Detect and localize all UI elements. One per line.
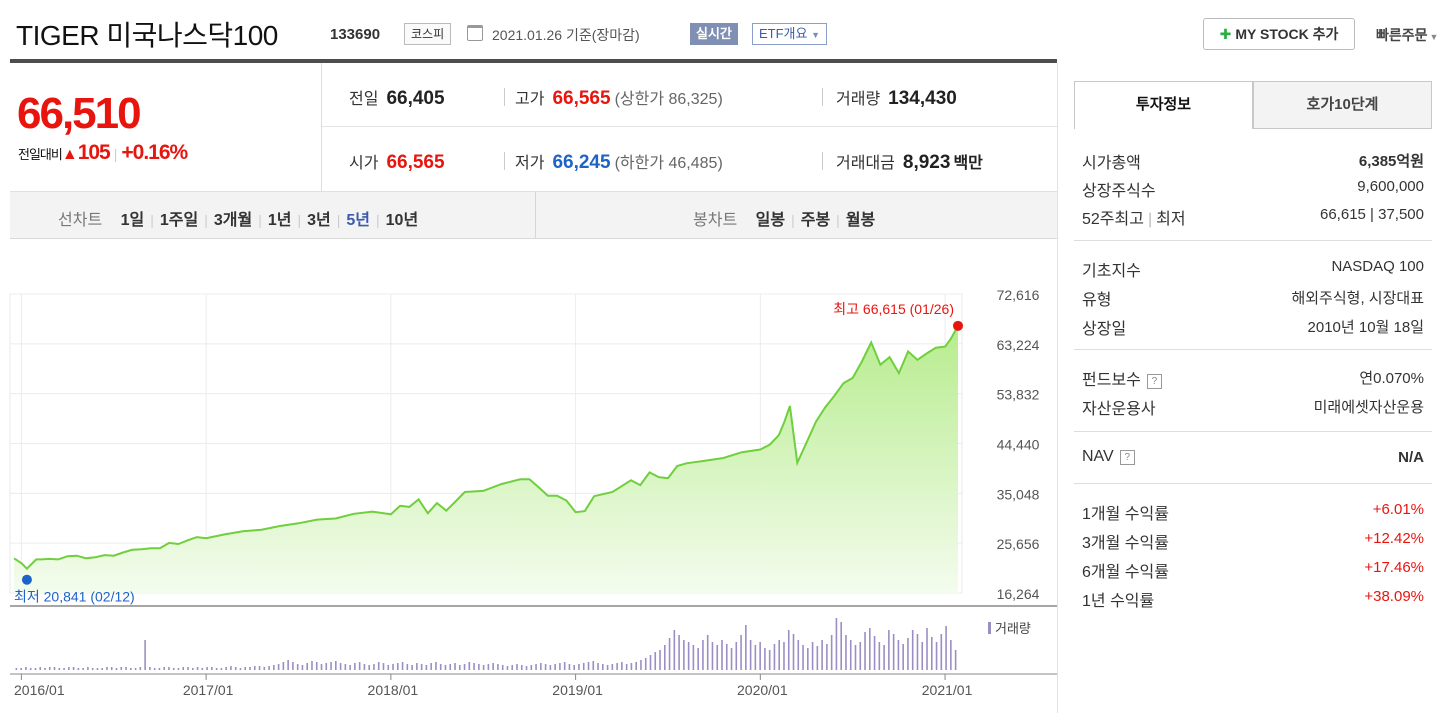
return-row: 1개월 수익률 +6.01%	[1082, 501, 1424, 523]
my-stock-label: MY STOCK 추가	[1235, 26, 1339, 42]
market-info-section: 시가총액 6,385억원 상장주식수 9,600,000 52주최고 | 최저 66,61…	[1074, 141, 1432, 233]
market-badge: 코스피	[404, 23, 452, 45]
fee-section: 펀드보수? 연0.070% 자산운용사 미래에셋자산운용	[1074, 349, 1432, 429]
chevron-down-icon: ▼	[811, 30, 821, 40]
my-stock-add-button[interactable]: ✚ MY STOCK 추가	[1203, 18, 1355, 50]
y-tick-label: 72,616	[997, 287, 1040, 303]
listed-date-row: 상장일 2010년 10월 18일	[1082, 319, 1424, 338]
return-row: 6개월 수익률 +17.46%	[1082, 559, 1424, 581]
change-percent: +0.16%	[121, 141, 188, 164]
candle-period-2[interactable]: 월봉	[845, 212, 876, 229]
price-chart[interactable]: 72,616 63,224 53,832 44,440 35,048 25,656 16,2…	[0, 240, 1057, 713]
period-6[interactable]: 10년	[385, 212, 419, 229]
period-3[interactable]: 1년	[267, 212, 292, 229]
right-panel: 투자정보 호가10단계 시가총액 6,385억원 상장주식수 9,600,000 5…	[1057, 63, 1447, 713]
price-chart-svg: 72,616 63,224 53,832 44,440 35,048 25,656 16,2…	[9, 287, 1057, 698]
low-price: 저가 66,245 (하한가 46,485)	[515, 152, 723, 173]
manager-row: 자산운용사 미래에셋자산운용	[1082, 399, 1424, 418]
help-icon[interactable]: ?	[1146, 374, 1162, 389]
y-tick-label: 63,224	[997, 337, 1040, 353]
y-tick-label: 44,440	[997, 437, 1040, 453]
index-row: 기초지수 NASDAQ 100	[1082, 258, 1424, 280]
y-tick-label: 35,048	[997, 486, 1040, 502]
x-tick-label: 2016/01	[14, 682, 65, 698]
stock-code: 133690	[330, 26, 381, 43]
candle-period-0[interactable]: 일봉	[755, 212, 786, 229]
quick-order-label: 빠른주문	[1376, 27, 1428, 43]
max-annotation: 최고 66,615 (01/26)	[833, 301, 954, 317]
up-triangle-icon: ▲	[61, 146, 78, 163]
price-box: 66,510 전일대비▲105 | +0.16%	[10, 63, 322, 191]
period-5[interactable]: 5년	[346, 212, 371, 229]
nav-row: NAV? N/A	[1082, 448, 1424, 466]
plus-icon: ✚	[1219, 26, 1232, 42]
x-tick-label: 2020/01	[737, 682, 788, 698]
candle-period-1[interactable]: 주봉	[800, 212, 831, 229]
change-label: 전일대비	[18, 147, 63, 162]
period-0[interactable]: 1일	[120, 212, 145, 229]
volume-legend: 거래량	[995, 621, 1031, 636]
x-tick-label: 2019/01	[552, 682, 603, 698]
prev-close: 전일 66,405	[349, 88, 445, 109]
x-tick-label: 2021/01	[922, 682, 973, 698]
candle-chart-periods: 봉차트 일봉 | 주봉 | 월봉	[693, 212, 876, 229]
line-chart-periods: 선차트 1일 | 1주일 | 3개월 | 1년 | 3년 | 5년 | 10년	[58, 212, 419, 229]
shares-row: 상장주식수 9,600,000	[1082, 178, 1424, 200]
volume: 거래량 134,430	[836, 88, 957, 109]
price-line	[13, 325, 959, 571]
realtime-button[interactable]: 실시간	[690, 23, 738, 45]
trade-value: 거래대금 8,923 백만	[836, 152, 983, 173]
calendar-icon	[467, 25, 483, 41]
candle-chart-label: 봉차트	[693, 212, 738, 229]
x-tick-label: 2017/01	[183, 682, 234, 698]
min-annotation: 최저 20,841 (02/12)	[14, 589, 135, 605]
high-price: 고가 66,565 (상한가 86,325)	[515, 88, 723, 109]
etf-overview-label: ETF개요	[759, 26, 808, 41]
info-tabs: 투자정보 호가10단계	[1074, 81, 1432, 129]
tab-order-book[interactable]: 호가10단계	[1253, 81, 1432, 129]
type-row: 유형 해외주식형, 시장대표	[1082, 290, 1424, 309]
fee-row: 펀드보수? 연0.070%	[1082, 370, 1424, 389]
stock-title: TIGER 미국나스닥100	[16, 20, 278, 51]
x-tick-label: 2018/01	[368, 682, 419, 698]
max-point	[953, 320, 963, 331]
open-price: 시가 66,565	[349, 152, 445, 173]
returns-section: 1개월 수익률 +6.01% 3개월 수익률 +12.42% 6개월 수익률 +17.46…	[1074, 483, 1432, 613]
current-price: 66,510	[17, 89, 142, 138]
market-cap-row: 시가총액 6,385억원	[1082, 153, 1424, 172]
period-2[interactable]: 3개월	[213, 212, 253, 229]
page-header: TIGER 미국나스닥100 133690 코스피 2021.01.26 기준(…	[0, 0, 1447, 62]
price-change: 전일대비▲105 | +0.16%	[18, 141, 188, 164]
divider	[10, 59, 1057, 63]
volume-legend-swatch	[988, 622, 991, 634]
nav-section: NAV? N/A	[1074, 431, 1432, 483]
y-tick-label: 53,832	[997, 387, 1040, 403]
price-area	[14, 325, 958, 593]
52week-row: 52주최고 | 최저 66,615 | 37,500	[1082, 206, 1424, 228]
line-chart-label: 선차트	[58, 212, 103, 229]
y-tick-label: 25,656	[997, 536, 1040, 552]
etf-overview-dropdown[interactable]: ETF개요 ▼	[752, 23, 828, 45]
min-point	[21, 574, 32, 585]
tab-investment-info[interactable]: 투자정보	[1074, 81, 1253, 129]
fund-info-section: 기초지수 NASDAQ 100 유형 해외주식형, 시장대표 상장일 2010년 10…	[1074, 240, 1432, 346]
stats-grid: 전일 66,405 고가 66,565 (상한가 86,325) 거래량 134,430…	[322, 63, 1057, 191]
change-value: 105	[77, 141, 111, 164]
help-icon[interactable]: ?	[1119, 450, 1135, 465]
y-tick-label: 16,264	[997, 586, 1040, 602]
period-4[interactable]: 3년	[307, 212, 331, 229]
period-1[interactable]: 1주일	[159, 212, 199, 229]
chevron-down-icon: ▼	[1429, 32, 1439, 42]
quote-date: 2021.01.26 기준(장마감)	[492, 27, 640, 43]
chart-toolbar: 선차트 1일 | 1주일 | 3개월 | 1년 | 3년 | 5년 | 10년 봉차트 일봉 | 주봉 | 월봉	[10, 191, 1057, 239]
return-row: 3개월 수익률 +12.42%	[1082, 530, 1424, 552]
return-row: 1년 수익률 +38.09%	[1082, 588, 1424, 610]
quick-order-menu[interactable]: 빠른주문 ▼	[1376, 25, 1438, 45]
